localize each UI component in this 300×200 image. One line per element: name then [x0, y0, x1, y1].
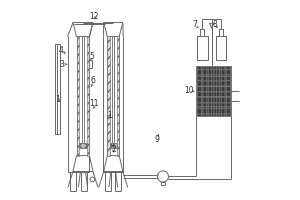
Bar — [197, 36, 208, 60]
Polygon shape — [104, 23, 123, 36]
Text: 8: 8 — [212, 20, 217, 29]
Bar — [196, 66, 231, 116]
Text: 5: 5 — [89, 52, 94, 61]
Bar — [107, 36, 110, 156]
Text: 12: 12 — [90, 12, 99, 21]
Bar — [215, 36, 226, 60]
Text: 6: 6 — [91, 76, 96, 85]
Text: 1: 1 — [107, 111, 112, 120]
Text: 7: 7 — [192, 20, 197, 29]
Bar — [200, 29, 204, 36]
Text: 10: 10 — [184, 86, 194, 95]
Bar — [55, 44, 60, 134]
Bar — [219, 29, 223, 36]
Polygon shape — [73, 156, 93, 171]
Text: 2: 2 — [112, 145, 117, 154]
Bar — [76, 36, 79, 156]
Bar — [117, 36, 119, 156]
Text: 11: 11 — [90, 99, 99, 108]
Text: 9: 9 — [154, 135, 159, 144]
Polygon shape — [73, 23, 93, 36]
Bar — [79, 143, 87, 148]
Text: 3: 3 — [59, 60, 64, 69]
Polygon shape — [104, 156, 123, 171]
Bar — [87, 36, 89, 156]
Text: 1: 1 — [55, 95, 60, 104]
Bar — [110, 143, 117, 148]
Text: 4: 4 — [58, 46, 63, 55]
